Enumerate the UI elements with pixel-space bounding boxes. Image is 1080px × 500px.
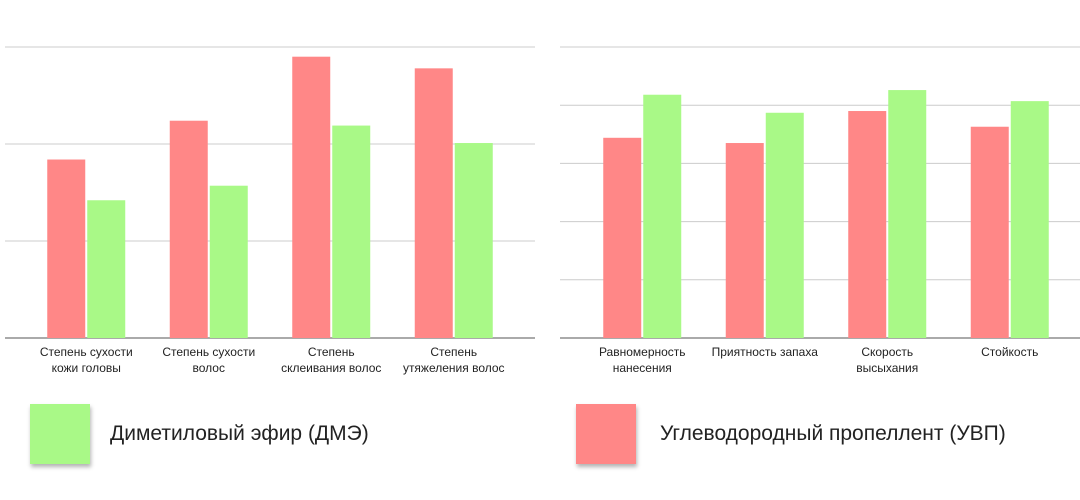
x-tick-label: Степень склеивания волос (281, 345, 382, 375)
bar (454, 143, 493, 338)
bar (848, 111, 887, 339)
bar (292, 56, 331, 338)
bar (87, 200, 126, 338)
bar (765, 112, 804, 339)
bar (47, 159, 86, 338)
charts (5, 46, 1080, 339)
bar (888, 90, 927, 339)
bar (169, 120, 208, 338)
x-tick-label: Степень сухости кожи головы (39, 345, 133, 375)
x-tick-label: Приятность запаха (711, 345, 818, 359)
x-tick-label: Скорость высыхания (856, 345, 919, 375)
x-tick-label: Степень сухости волос (162, 345, 256, 375)
legend-label: Диметиловый эфир (ДМЭ) (110, 422, 369, 445)
bar (970, 126, 1009, 338)
bar (603, 137, 642, 338)
x-tick-label: Стойкость (981, 345, 1039, 359)
bar (414, 68, 453, 338)
x-tick-label: Равномерность нанесения (598, 345, 686, 375)
legend-swatch (30, 404, 90, 464)
bar (1010, 101, 1049, 338)
bar (209, 185, 248, 338)
legend-label: Углеводородный пропеллент (УВП) (660, 422, 1006, 445)
bar (643, 94, 682, 338)
bar (332, 125, 371, 338)
bar (725, 143, 764, 338)
x-tick-label: Степень утяжеления волос (402, 345, 505, 375)
legend-swatch (576, 404, 636, 464)
